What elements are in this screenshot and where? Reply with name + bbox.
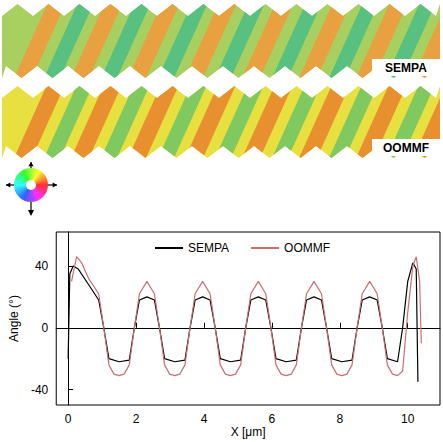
svg-text:0: 0 [42,321,49,335]
svg-text:SEMPA: SEMPA [188,241,229,255]
svg-text:OOMMF: OOMMF [284,241,330,255]
svg-text:4: 4 [201,412,208,426]
svg-text:8: 8 [336,412,343,426]
svg-text:2: 2 [133,412,140,426]
svg-text:OOMMF: OOMMF [383,141,429,155]
svg-text:X [μm]: X [μm] [231,425,266,439]
svg-text:-40: -40 [31,383,49,397]
svg-text:6: 6 [269,412,276,426]
svg-text:0: 0 [65,412,72,426]
svg-text:40: 40 [35,259,49,273]
svg-text:10: 10 [401,412,415,426]
svg-text:Angle (°): Angle (°) [7,295,21,342]
svg-text:SEMPA: SEMPA [385,61,427,75]
